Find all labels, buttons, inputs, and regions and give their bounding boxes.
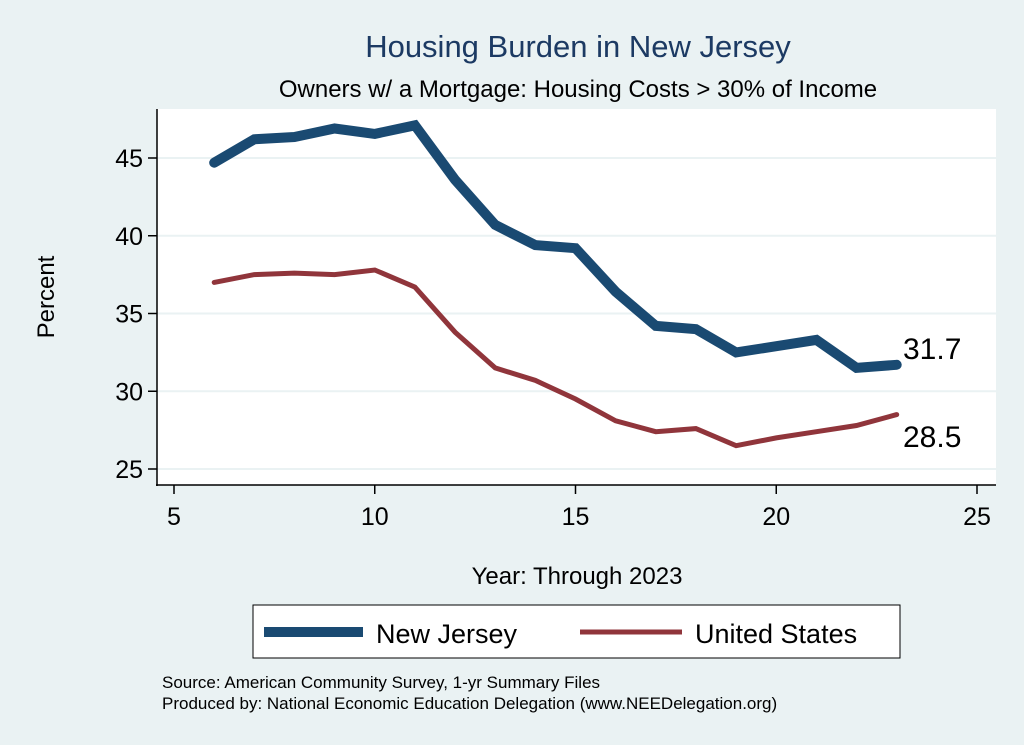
legend-label-united-states: United States [695, 619, 857, 649]
gridlines [157, 157, 996, 470]
legend: New Jersey United States [252, 604, 901, 659]
series-line-new-jersey [209, 119, 902, 374]
x-axis-label: Year: Through 2023 [472, 563, 683, 590]
end-label-united-states: 28.5 [903, 421, 961, 454]
chart-title: Housing Burden in New Jersey [365, 29, 791, 64]
x-tick-label-20: 20 [762, 503, 790, 531]
x-tick-label-5: 5 [167, 503, 181, 531]
y-tick-label-40: 40 [115, 223, 143, 251]
source-note: Source: American Community Survey, 1-yr … [162, 673, 600, 692]
legend-label-new-jersey: New Jersey [376, 619, 518, 649]
y-axis-label: Percent [33, 255, 60, 338]
y-tick-label-45: 45 [115, 145, 143, 173]
plot-area [157, 109, 996, 485]
y-tick-label-25: 25 [115, 456, 143, 484]
series-group [209, 119, 902, 449]
x-axis-ticks: 5 10 15 20 25 [167, 485, 991, 531]
producer-note: Produced by: National Economic Education… [162, 694, 777, 713]
x-tick-label-10: 10 [361, 503, 389, 531]
x-tick-label-15: 15 [562, 503, 590, 531]
y-axis-ticks: 25 30 35 40 45 [115, 145, 157, 484]
chart-subtitle: Owners w/ a Mortgage: Housing Costs > 30… [279, 76, 877, 103]
series-line-united-states [211, 267, 900, 449]
y-tick-label-30: 30 [115, 378, 143, 406]
end-label-new-jersey: 31.7 [903, 333, 961, 366]
y-tick-label-35: 35 [115, 301, 143, 329]
x-tick-label-25: 25 [963, 503, 991, 531]
